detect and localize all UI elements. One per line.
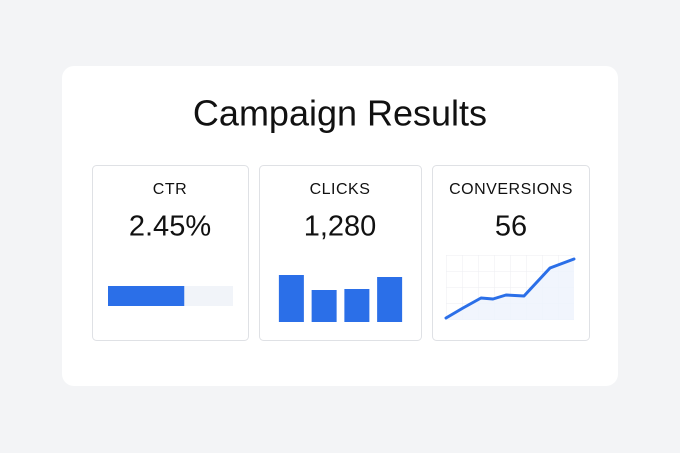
card-value: 2.45% xyxy=(129,211,211,243)
card-label: CTR xyxy=(153,181,187,198)
title: Campaign Results xyxy=(193,93,487,134)
card-value: 56 xyxy=(495,211,527,243)
bar xyxy=(311,290,337,322)
line xyxy=(444,257,576,320)
bar xyxy=(344,289,370,322)
card-label: CLICKS xyxy=(310,181,371,198)
area xyxy=(446,259,574,320)
bar xyxy=(278,275,304,322)
progress-fill xyxy=(108,286,185,306)
card-value: 1,280 xyxy=(304,211,377,243)
bar xyxy=(377,277,403,322)
card-label: CONVERSIONS xyxy=(449,181,573,198)
